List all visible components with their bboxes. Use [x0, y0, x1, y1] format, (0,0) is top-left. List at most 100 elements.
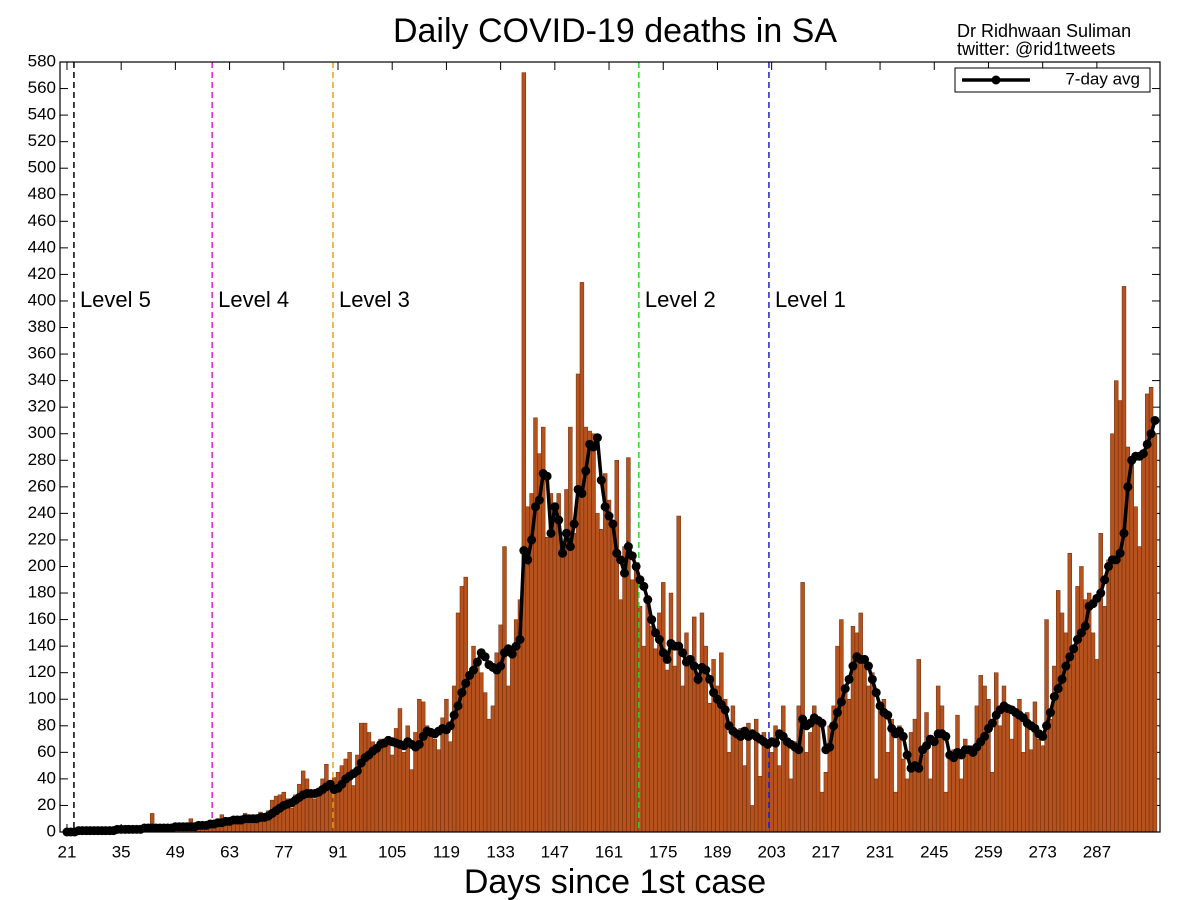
bar — [668, 592, 674, 833]
bar — [1106, 559, 1111, 833]
bar — [970, 745, 976, 833]
bar — [351, 785, 356, 833]
avg-point — [1150, 415, 1160, 425]
bar — [1059, 612, 1065, 833]
avg-point — [898, 731, 908, 741]
bar — [916, 659, 921, 833]
bar — [359, 722, 364, 833]
legend-label: 7-day avg — [1065, 69, 1140, 88]
x-tick-label: 63 — [220, 842, 239, 861]
avg-point — [987, 718, 997, 728]
bar — [994, 672, 999, 833]
bar — [939, 705, 945, 833]
bar — [510, 652, 515, 833]
bar — [606, 499, 612, 833]
avg-point — [848, 661, 858, 671]
bar — [664, 669, 670, 833]
avg-point — [558, 548, 568, 558]
bar — [482, 692, 488, 833]
bar — [571, 533, 577, 833]
bar — [819, 791, 825, 833]
bar — [862, 659, 867, 833]
avg-point — [1065, 652, 1075, 662]
avg-point — [620, 568, 630, 578]
y-tick-label: 200 — [28, 556, 56, 575]
bar — [324, 764, 329, 833]
avg-point — [616, 555, 626, 565]
avg-point — [720, 705, 730, 715]
bar — [1040, 745, 1045, 833]
avg-point — [507, 649, 517, 659]
bar — [874, 778, 879, 833]
bar — [304, 778, 310, 833]
avg-point — [701, 665, 711, 675]
bar — [661, 582, 666, 833]
bar — [1114, 380, 1119, 833]
avg-point — [496, 661, 506, 671]
bar — [479, 672, 484, 833]
bar — [475, 659, 480, 833]
bar — [692, 616, 697, 833]
bar — [312, 798, 317, 833]
bar — [436, 749, 441, 833]
avg-point — [631, 561, 641, 571]
avg-point — [449, 710, 459, 720]
avg-point — [689, 661, 699, 671]
avg-point — [581, 466, 591, 476]
bar — [769, 752, 774, 833]
bar — [645, 595, 650, 833]
bar — [401, 752, 407, 833]
avg-point — [840, 684, 850, 694]
y-tick-label: 140 — [28, 636, 56, 655]
avg-point — [705, 674, 715, 684]
bar — [328, 790, 333, 833]
bar — [808, 732, 813, 833]
avg-point — [592, 433, 602, 443]
bar — [641, 645, 647, 833]
bar — [502, 546, 507, 833]
avg-point — [829, 721, 839, 731]
avg-point — [1069, 644, 1079, 654]
credit: twitter: @rid1tweets — [957, 39, 1115, 59]
bar — [579, 282, 585, 833]
avg-point — [647, 615, 657, 625]
avg-point — [596, 475, 606, 485]
y-tick-label: 240 — [28, 503, 56, 522]
y-tick-label: 520 — [28, 131, 56, 150]
avg-point — [844, 674, 854, 684]
y-tick-label: 500 — [28, 158, 56, 177]
bar — [490, 705, 496, 833]
x-tick-label: 147 — [541, 842, 569, 861]
x-tick-label: 161 — [595, 842, 623, 861]
bar — [750, 805, 755, 833]
bar — [1137, 546, 1142, 833]
bar — [506, 685, 511, 833]
bar — [653, 648, 658, 833]
y-tick-label: 60 — [37, 742, 56, 761]
bar — [912, 718, 918, 833]
avg-point — [771, 738, 781, 748]
bar — [467, 679, 472, 833]
plot-frame — [59, 61, 1161, 833]
bar — [928, 778, 933, 833]
bar — [1102, 606, 1107, 833]
avg-point — [469, 665, 479, 675]
y-tick-label: 300 — [28, 423, 56, 442]
x-tick-label: 119 — [433, 842, 460, 861]
avg-point — [550, 502, 560, 512]
avg-point — [871, 688, 881, 698]
y-tick-label: 0 — [47, 821, 56, 840]
level-label: Level 2 — [645, 287, 716, 312]
avg-point — [627, 551, 637, 561]
bar — [947, 758, 952, 833]
bar — [757, 775, 763, 833]
bar — [618, 599, 623, 833]
y-tick-label: 580 — [28, 51, 56, 70]
y-tick-label: 160 — [28, 609, 56, 628]
y-tick-label: 440 — [28, 237, 56, 256]
avg-point — [674, 641, 684, 651]
bar — [362, 722, 368, 833]
bar — [347, 752, 352, 833]
avg-point — [515, 635, 525, 644]
bar — [1032, 701, 1038, 833]
